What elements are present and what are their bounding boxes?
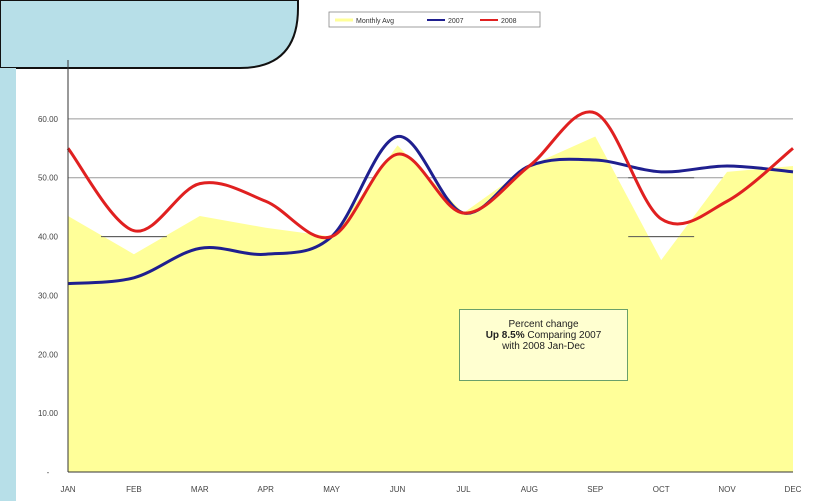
x-tick-label: FEB <box>126 485 142 494</box>
axes: - 10.00 20.00 30.00 40.00 50.00 60.00 JAN FEB MAR… <box>38 60 802 494</box>
annotation-line2: Up 8.5% Comparing 2007 <box>460 330 627 341</box>
y-tick-label: 20.00 <box>38 350 59 359</box>
y-tick-label: 40.00 <box>38 233 59 242</box>
y-tick-label: - <box>47 468 50 477</box>
line-series <box>66 110 794 286</box>
legend-label: 2007 <box>448 18 464 25</box>
y-tick-label: 50.00 <box>38 174 59 183</box>
x-tick-label: OCT <box>653 485 670 494</box>
annotation-box: Percent change Up 8.5% Comparing 2007 wi… <box>459 309 628 381</box>
annotation-line1: Percent change <box>508 319 579 330</box>
area-series <box>68 136 793 472</box>
x-tick-label: DEC <box>785 485 802 494</box>
series-line-2008 <box>66 110 794 240</box>
annotation-highlight: Up 8.5% <box>485 330 525 341</box>
x-tick-label: MAR <box>191 485 209 494</box>
legend: Monthly Avg 2007 2008 <box>328 11 541 28</box>
y-tick-label: 10.00 <box>38 409 59 418</box>
y-tick-label: 30.00 <box>38 291 59 300</box>
annotation-line3: with 2008 Jan-Dec <box>502 341 585 352</box>
x-tick-label: SEP <box>587 485 603 494</box>
x-tick-label: JUN <box>390 485 406 494</box>
x-tick-label: NOV <box>718 485 736 494</box>
legend-label: Monthly Avg <box>356 18 394 25</box>
x-tick-label: JUL <box>456 485 471 494</box>
series-line-2007 <box>67 135 794 286</box>
x-tick-label: APR <box>258 485 275 494</box>
legend-label: 2008 <box>501 18 517 25</box>
y-tick-label: 60.00 <box>38 115 59 124</box>
monthly-avg-area <box>68 136 793 472</box>
x-tick-label: AUG <box>521 485 538 494</box>
x-tick-label: MAY <box>323 485 340 494</box>
annotation-line2-rest: Comparing 2007 <box>524 330 602 341</box>
reference-segments <box>100 177 695 238</box>
corner-panel <box>0 0 299 69</box>
left-sidebar-strip <box>0 68 16 501</box>
x-tick-label: JAN <box>60 485 75 494</box>
